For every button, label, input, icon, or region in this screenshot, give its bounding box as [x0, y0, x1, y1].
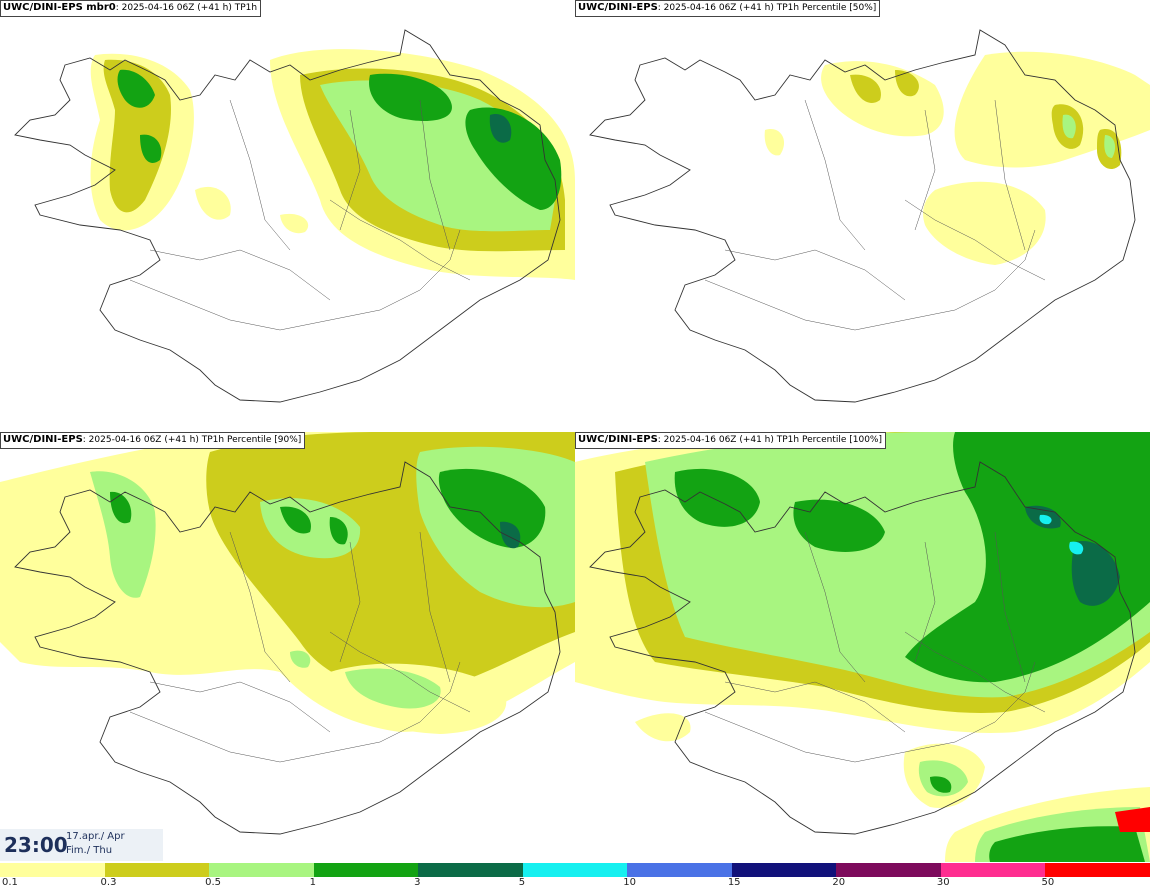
colorbar-segment [104, 863, 211, 877]
colorbar-label: 0.1 [2, 877, 18, 888]
colorbar-segment [836, 863, 942, 877]
precipitation-field [764, 51, 1150, 265]
colorbar-segment [209, 863, 315, 877]
colorbar-segment [418, 863, 524, 877]
valid-time-box: 23:00 17.apr./ Apr Fim./ Thu [0, 829, 163, 861]
precip-map [589, 29, 1150, 403]
colorbar-label: 0.3 [100, 877, 117, 888]
colorbar-segment [1045, 863, 1150, 877]
coastline [14, 29, 561, 403]
valid-time: 23:00 [4, 833, 68, 857]
colorbar-segment [522, 863, 629, 877]
colorbar-label: 15 [727, 877, 741, 888]
colorbar-label: 10 [623, 877, 636, 888]
precip-map [0, 432, 575, 835]
colorbar-label: 1 [309, 877, 316, 888]
panel-title: UWC/DINI-EPS mbr0: 2025-04-16 06Z (+41 h… [0, 0, 262, 17]
map-panel-p50: UWC/DINI-EPS: 2025-04-16 06Z (+41 h) TP1… [575, 0, 1150, 430]
precipitation-field [90, 49, 575, 281]
panel-title: UWC/DINI-EPS: 2025-04-16 06Z (+41 h) TP1… [575, 432, 886, 449]
precipitation-field [575, 432, 1150, 862]
panel-title: UWC/DINI-EPS: 2025-04-16 06Z (+41 h) TP1… [575, 0, 881, 17]
colorbar-label: 0.5 [205, 877, 221, 888]
colorbar-label: 5 [518, 877, 526, 888]
precip-map [14, 29, 575, 403]
coastline [589, 461, 1136, 835]
panel-title: UWC/DINI-EPS: 2025-04-16 06Z (+41 h) TP1… [0, 432, 306, 449]
valid-weekday: Fim./ Thu [66, 845, 113, 856]
precip-colorbar [0, 863, 1150, 877]
precip-map [575, 432, 1150, 862]
coastline [14, 461, 561, 835]
map-panel-p100: UWC/DINI-EPS: 2025-04-16 06Z (+41 h) TP1… [575, 432, 1150, 862]
colorbar-segment [627, 863, 733, 877]
valid-date: 17.apr./ Apr [66, 831, 125, 842]
colorbar-label: 20 [832, 877, 846, 888]
colorbar-label: 30 [936, 877, 950, 888]
map-panel-member0: UWC/DINI-EPS mbr0: 2025-04-16 06Z (+41 h… [0, 0, 575, 430]
colorbar-segment [731, 863, 838, 877]
colorbar-label: 3 [414, 877, 421, 888]
colorbar-segment [940, 863, 1047, 877]
coastline [589, 29, 1136, 403]
colorbar-label: 50 [1041, 877, 1055, 888]
precipitation-field [0, 432, 575, 734]
map-panel-p90: UWC/DINI-EPS: 2025-04-16 06Z (+41 h) TP1… [0, 432, 575, 862]
colorbar-segment [0, 863, 106, 877]
colorbar-segment [313, 863, 420, 877]
